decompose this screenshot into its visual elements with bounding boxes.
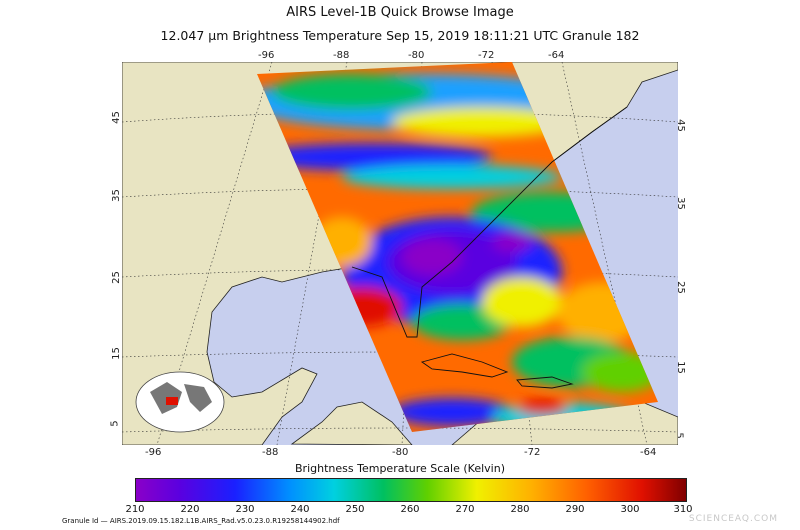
lon-tick-bottom: -96 — [145, 447, 162, 458]
colorbar-label: 220 — [180, 504, 200, 515]
colorbar-label: 280 — [510, 504, 530, 515]
colorbar-label: 210 — [125, 504, 145, 515]
lon-tick-top: -72 — [478, 50, 495, 61]
colorbar-label: 250 — [345, 504, 365, 515]
colorbar — [135, 478, 687, 502]
colorbar-label: 290 — [565, 504, 585, 515]
image-subtitle: 12.047 µm Brightness Temperature Sep 15,… — [160, 28, 640, 43]
colorbar-label: 260 — [400, 504, 420, 515]
granule-id: Granule Id — AIRS.2019.09.15.182.L1B.AIR… — [62, 517, 340, 525]
lon-tick-bottom: -64 — [640, 447, 657, 458]
colorbar-label: 230 — [235, 504, 255, 515]
lon-tick-bottom: -80 — [392, 447, 409, 458]
brightness-temperature-map — [122, 62, 678, 445]
lat-tick-left: 35 — [110, 189, 122, 202]
lon-tick-top: -80 — [408, 50, 425, 61]
colorbar-label: 300 — [620, 504, 640, 515]
lon-tick-top: -88 — [333, 50, 350, 61]
watermark-credit: SCIENCEAQ.COM — [688, 514, 778, 524]
lon-tick-bottom: -72 — [524, 447, 541, 458]
lat-tick-left: 45 — [110, 111, 122, 124]
image-title: AIRS Level-1B Quick Browse Image — [286, 5, 514, 20]
lon-tick-bottom: -88 — [262, 447, 279, 458]
colorbar-label: 270 — [455, 504, 475, 515]
lat-tick-left: 15 — [110, 347, 122, 360]
lon-tick-top: -64 — [548, 50, 565, 61]
coastlines — [351, 106, 628, 389]
colorbar-title: Brightness Temperature Scale (Kelvin) — [295, 462, 505, 475]
colorbar-label: 240 — [290, 504, 310, 515]
lat-tick-left: 25 — [110, 271, 122, 284]
lat-tick-left: 5 — [109, 420, 121, 427]
inset-globe — [135, 371, 225, 433]
colorbar-label: 310 — [673, 504, 693, 515]
lon-tick-top: -96 — [258, 50, 275, 61]
